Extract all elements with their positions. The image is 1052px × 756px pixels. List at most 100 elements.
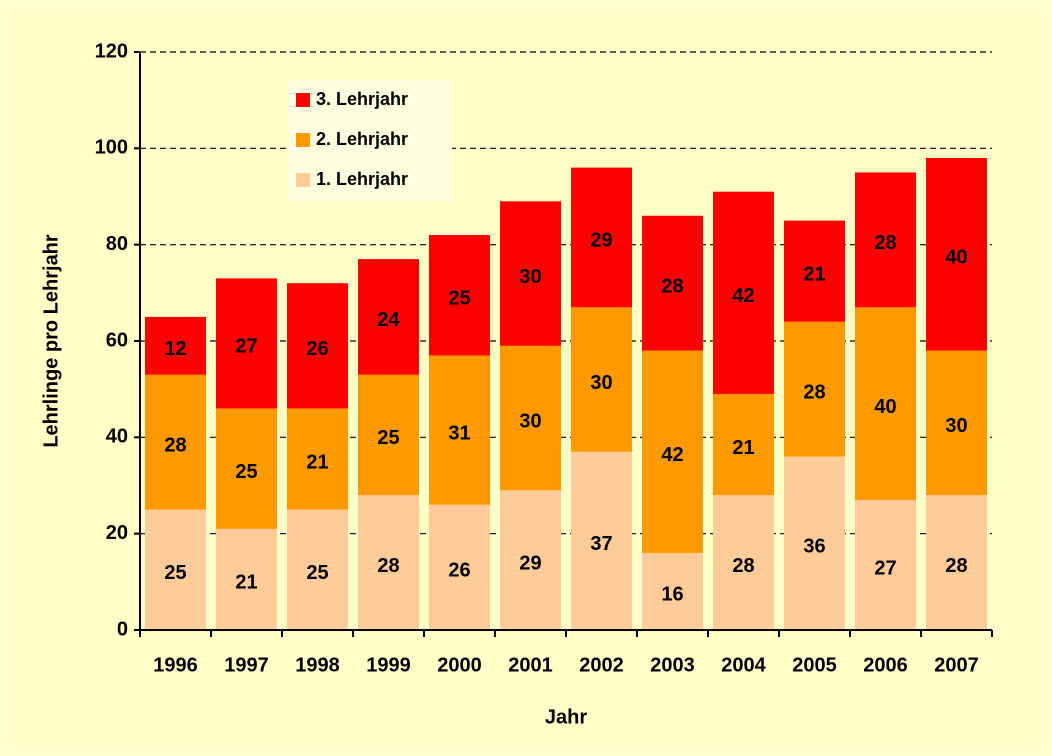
data-label: 25 xyxy=(306,562,328,584)
bar-segment xyxy=(428,355,491,505)
x-tick-label: 2005 xyxy=(792,654,837,676)
data-label: 29 xyxy=(590,230,612,252)
data-label: 25 xyxy=(164,562,186,584)
data-label: 28 xyxy=(164,434,186,456)
data-label: 42 xyxy=(732,285,754,307)
y-tick-label: 120 xyxy=(95,40,128,62)
bar-segment xyxy=(499,490,562,630)
legend-box xyxy=(288,80,452,202)
bar-segment xyxy=(641,350,704,553)
x-tick-label: 1997 xyxy=(224,654,269,676)
bar-segment xyxy=(286,408,349,510)
data-label: 21 xyxy=(803,263,825,285)
bar-segment xyxy=(144,316,207,375)
bar-segment xyxy=(570,167,633,308)
x-tick-label: 2007 xyxy=(934,654,979,676)
bar-segment xyxy=(712,393,775,496)
bar-segment xyxy=(925,157,988,351)
bar-segment xyxy=(357,374,420,496)
data-label: 31 xyxy=(448,422,470,444)
bar-segment xyxy=(428,235,491,356)
data-label: 26 xyxy=(448,560,470,582)
bar-segment xyxy=(854,307,917,500)
x-tick-label: 2003 xyxy=(650,654,695,676)
data-label: 27 xyxy=(235,336,257,358)
x-tick-label: 2002 xyxy=(579,654,624,676)
bar-segment xyxy=(854,499,917,630)
bar-segment xyxy=(499,201,562,346)
bar-segment xyxy=(641,215,704,351)
data-label: 42 xyxy=(661,444,683,466)
bar-segment xyxy=(428,504,491,630)
y-tick-label: 60 xyxy=(106,329,128,351)
bar-segment xyxy=(570,451,633,630)
data-label: 29 xyxy=(519,552,541,574)
bar-segment xyxy=(215,408,278,529)
data-label: 28 xyxy=(661,275,683,297)
x-tick-label: 2004 xyxy=(721,654,766,676)
bar-segment xyxy=(286,283,349,409)
y-tick-label: 0 xyxy=(117,618,128,640)
bar-segment xyxy=(357,495,420,630)
bar-segment xyxy=(499,345,562,491)
data-label: 30 xyxy=(590,372,612,394)
y-axis-title: Lehrlinge pro Lehrjahr xyxy=(40,234,62,448)
data-label: 12 xyxy=(164,338,186,360)
bar-segment xyxy=(570,307,633,452)
legend-swatch xyxy=(296,173,310,187)
y-tick-label: 20 xyxy=(106,522,128,544)
bar-segment xyxy=(286,509,349,630)
data-label: 30 xyxy=(519,266,541,288)
data-label: 37 xyxy=(590,533,612,555)
data-label: 24 xyxy=(377,309,400,331)
x-tick-label: 1998 xyxy=(295,654,340,676)
bar-segment xyxy=(357,259,420,375)
legend-swatch xyxy=(296,133,310,147)
data-label: 40 xyxy=(874,396,896,418)
bar-segment xyxy=(641,552,704,630)
bar-segment xyxy=(783,456,846,630)
bar-segment xyxy=(854,172,917,308)
data-label: 28 xyxy=(874,232,896,254)
data-label: 16 xyxy=(661,584,683,606)
x-tick-label: 2001 xyxy=(508,654,553,676)
legend-label: 2. Lehrjahr xyxy=(316,129,408,149)
y-tick-label: 80 xyxy=(106,233,128,255)
bar-segment xyxy=(925,350,988,496)
data-label: 28 xyxy=(377,555,399,577)
bar-segment xyxy=(215,528,278,630)
legend-label: 1. Lehrjahr xyxy=(316,169,408,189)
bar-segment xyxy=(215,278,278,409)
data-label: 28 xyxy=(803,381,825,403)
y-tick-label: 100 xyxy=(95,137,128,159)
bar-segment xyxy=(144,509,207,630)
data-label: 25 xyxy=(448,288,470,310)
x-tick-label: 2000 xyxy=(437,654,482,676)
x-tick-label: 1996 xyxy=(153,654,198,676)
data-label: 21 xyxy=(732,437,754,459)
bar-segment xyxy=(144,374,207,510)
data-label: 21 xyxy=(306,451,328,473)
data-label: 30 xyxy=(945,415,967,437)
data-label: 25 xyxy=(235,461,257,483)
data-label: 30 xyxy=(519,410,541,432)
bar-segment xyxy=(925,495,988,630)
bar-segment xyxy=(783,321,846,457)
data-label: 28 xyxy=(732,555,754,577)
bar-segment xyxy=(712,191,775,394)
bar-segment xyxy=(783,220,846,322)
legend-swatch xyxy=(296,93,310,107)
x-tick-label: 2006 xyxy=(863,654,908,676)
legend-label: 3. Lehrjahr xyxy=(316,89,408,109)
bar-segment xyxy=(712,495,775,630)
data-label: 21 xyxy=(235,572,257,594)
data-label: 26 xyxy=(306,338,328,360)
y-tick-label: 40 xyxy=(106,426,128,448)
data-label: 25 xyxy=(377,427,399,449)
x-axis-title: Jahr xyxy=(545,706,587,728)
data-label: 40 xyxy=(945,247,967,269)
data-label: 36 xyxy=(803,536,825,558)
data-label: 27 xyxy=(874,557,896,579)
